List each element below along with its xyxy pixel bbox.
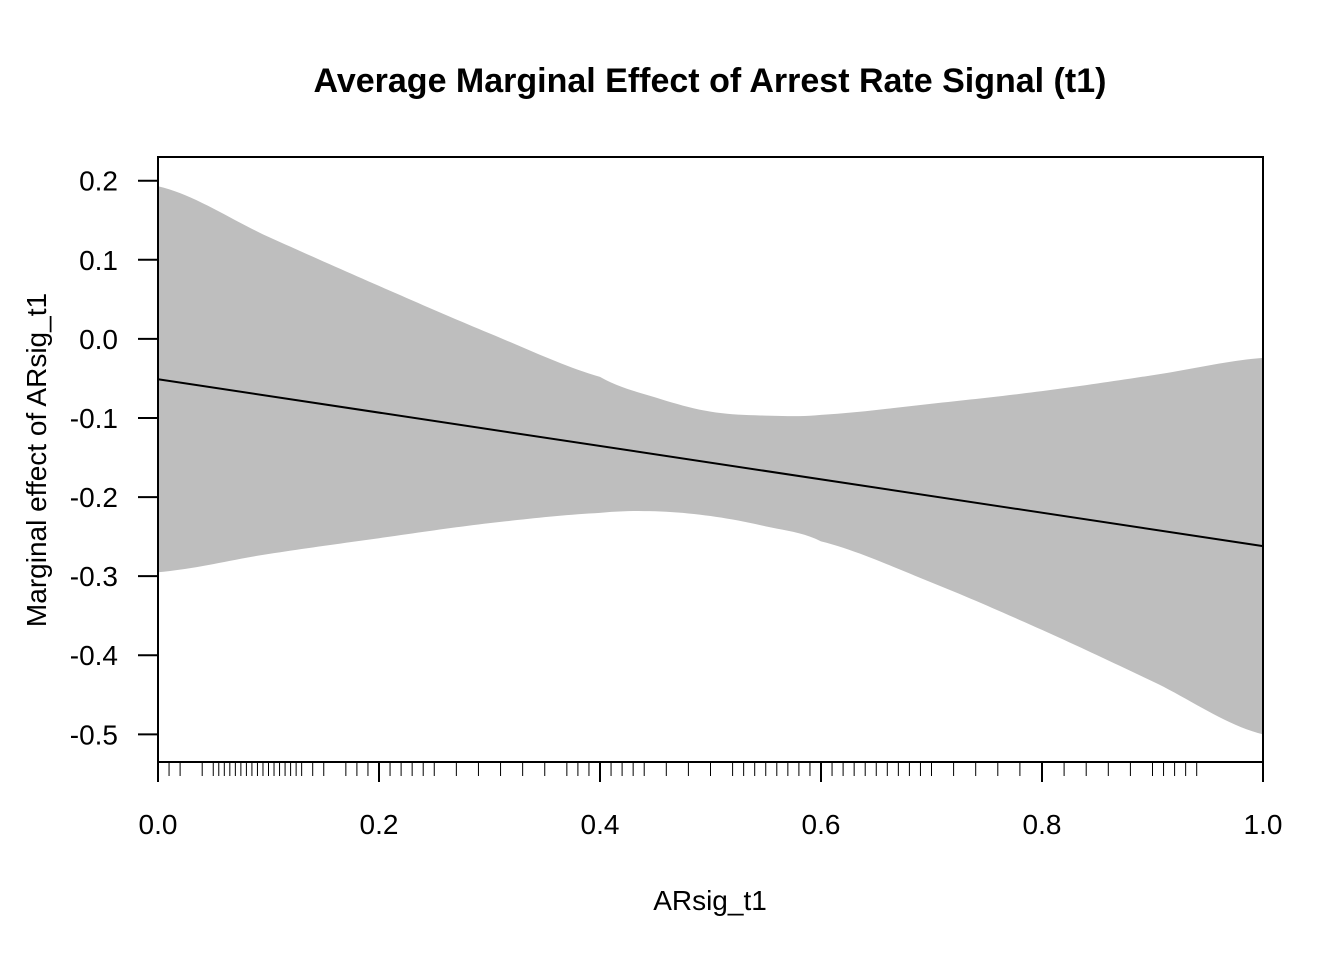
effect-line [157,378,1264,548]
x-tick-label: 0.6 [802,809,841,840]
y-tick-label: -0.5 [70,719,118,750]
y-tick-label: -0.2 [70,482,118,513]
plot-area [157,186,1264,776]
y-tick-label: 0.0 [79,324,118,355]
y-tick-label: -0.3 [70,561,118,592]
x-axis: 0.0 0.2 0.4 0.6 0.8 1.0 [139,762,1283,840]
x-axis-label: ARsig_t1 [653,885,767,916]
rug [168,762,1198,776]
y-tick-label: 0.2 [79,166,118,197]
x-tick-label: 0.2 [360,809,399,840]
x-tick-label: 0.0 [139,809,178,840]
confidence-band [158,186,1263,735]
y-tick-label: 0.1 [79,245,118,276]
y-tick-label: -0.4 [70,640,118,671]
y-axis-label: Marginal effect of ARsig_t1 [21,293,52,627]
y-tick-label: -0.1 [70,403,118,434]
plot-frame [157,156,1264,763]
chart-title: Average Marginal Effect of Arrest Rate S… [314,62,1107,100]
x-tick-label: 0.4 [581,809,620,840]
x-tick-label: 0.8 [1023,809,1062,840]
x-tick-label: 1.0 [1244,809,1283,840]
y-axis: 0.2 0.1 0.0 -0.1 -0.2 -0.3 -0.4 -0.5 [70,166,158,750]
